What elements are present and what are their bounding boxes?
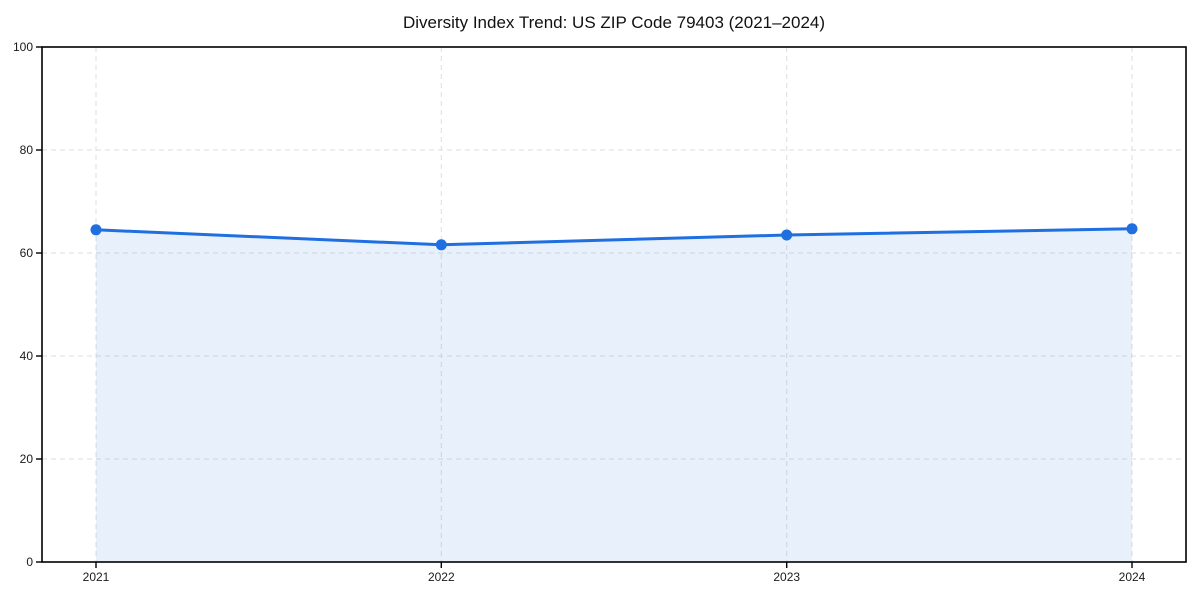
data-point-2022 — [435, 239, 447, 251]
x-tick-label-2021: 2021 — [83, 570, 110, 584]
data-point-2024 — [1126, 223, 1138, 235]
y-tick-label-100: 100 — [13, 40, 33, 54]
y-tick-label-20: 20 — [20, 452, 34, 466]
y-tick-label-0: 0 — [26, 555, 33, 569]
trend-line — [94, 227, 1134, 247]
y-tick-label-60: 60 — [20, 246, 34, 260]
chart-title: Diversity Index Trend: US ZIP Code 79403… — [402, 13, 826, 32]
x-tick-label-2023: 2023 — [773, 570, 800, 584]
plot-border — [41, 46, 1187, 563]
data-point-2023 — [781, 229, 793, 241]
data-point-2021 — [90, 224, 102, 236]
area-fill — [96, 228, 1132, 563]
y-tick-label-40: 40 — [20, 349, 34, 363]
x-tick-label-2022: 2022 — [428, 570, 455, 584]
y-tick-label-80: 80 — [20, 143, 34, 157]
x-tick-label-2024: 2024 — [1119, 570, 1146, 584]
